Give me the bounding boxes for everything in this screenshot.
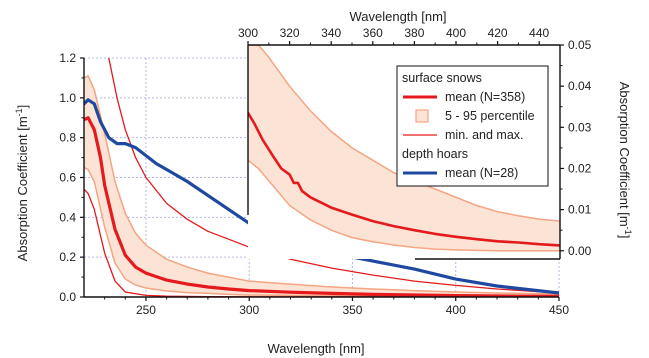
inset-x-tick-label: 360 [363,26,383,40]
legend-group-label: depth hoars [402,147,468,161]
inset-band-fill [248,45,560,251]
inset-y-axis-title-sup: -1 [623,227,633,235]
main-y-tick-label: 0.8 [59,131,76,145]
main-y-axis-title-close: ] [15,105,30,109]
inset-series-surface-mean [248,111,560,247]
main-y-tick-label: 0.2 [59,250,76,264]
legend-box [396,65,549,187]
inset-x-axis-title: Wavelength [nm] [349,9,446,24]
inset-x-tick-label: 440 [529,26,549,40]
inset-y-axis-title: Absorption Coefficient [m-1] [617,82,633,239]
inset-y-axis-title-close: ] [617,235,632,239]
inset-band-upper-line [248,45,560,222]
main-band-fill [84,75,559,297]
main-y-tick-label: 1.0 [59,91,76,105]
inset-y-tick-label: 0.05 [568,38,592,52]
inset-y-tick-label: 0.00 [568,244,592,258]
legend-group-label: surface snows [402,71,482,85]
main-series-surface-mean [84,116,559,297]
main-y-tick-label: 0.6 [59,171,76,185]
legend-item-label: mean (N=358) [445,90,525,104]
main-plot-series [84,58,559,297]
main-x-tick-label: 250 [136,303,156,317]
inset-x-tick-label: 300 [238,26,258,40]
inset-x-tick-label: 420 [488,26,508,40]
inset-y-tick-label: 0.01 [568,203,592,217]
inset-x-tick-label: 340 [321,26,341,40]
main-x-tick-label: 400 [446,303,466,317]
legend-item-label: min. and max. [445,128,524,142]
inset-y-tick-label: 0.04 [568,79,592,93]
inset-y-axis-title-text: Absorption Coefficient [m [617,82,632,227]
legend: surface snows mean (N=358) 5 - 95 percenti… [396,65,549,187]
main-y-axis-title-sup: -1 [14,108,24,116]
main-y-tick-label: 0.0 [59,290,76,304]
legend-swatch-box [415,109,429,123]
main-y-tick-label: 0.4 [59,210,76,224]
main-series-depth-mean [84,98,559,295]
inset-series-group [248,45,560,252]
main-band-upper-line [84,74,559,295]
legend-item-label: mean (N=28) [445,166,518,180]
main-x-tick-label: 350 [342,303,362,317]
main-x-axis-title: Wavelength [nm] [267,341,364,356]
main-series-group [84,58,559,297]
inset-x-tick-label: 380 [404,26,424,40]
main-axes: 0.0 0.2 0.4 0.6 0.8 1.0 1.2 250 300 350 400 450 [59,51,569,317]
main-y-axis-title: Absorption Coefficient [m-1] [14,105,30,262]
inset-y-tick-label: 0.03 [568,120,592,134]
main-x-tick-label: 300 [239,303,259,317]
inset-x-tick-label: 320 [280,26,300,40]
main-x-tick-label: 450 [549,303,569,317]
main-y-tick-label: 1.2 [59,51,76,65]
main-y-axis-title-text: Absorption Coefficient [m [15,116,30,261]
inset-x-tick-label: 400 [446,26,466,40]
inset-y-tick-label: 0.02 [568,161,592,175]
inset-band-lower-line [248,159,560,252]
main-series-surface-max [108,58,559,294]
legend-item-label: 5 - 95 percentile [445,109,535,123]
